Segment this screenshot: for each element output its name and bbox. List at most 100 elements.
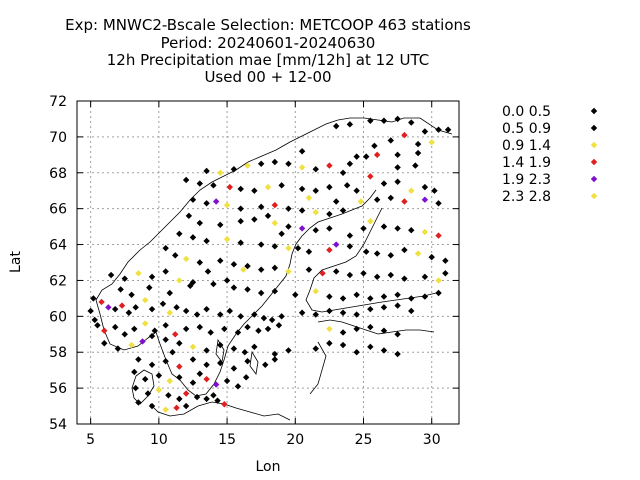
station-marker — [412, 162, 419, 169]
station-marker — [121, 331, 128, 338]
station-marker — [442, 257, 449, 264]
station-marker — [217, 257, 224, 264]
station-marker — [367, 323, 374, 331]
legend-marker — [590, 158, 598, 166]
station-marker — [203, 361, 210, 368]
station-marker — [257, 160, 265, 168]
station-marker — [444, 126, 452, 133]
station-marker — [326, 246, 333, 254]
station-marker — [148, 332, 156, 340]
station-marker — [387, 137, 394, 144]
station-marker — [285, 205, 292, 212]
station-marker — [251, 343, 258, 351]
station-marker — [326, 183, 333, 191]
station-marker — [260, 314, 268, 322]
station-marker — [394, 331, 401, 338]
station-marker — [142, 375, 149, 383]
station-marker — [333, 241, 340, 248]
station-marker — [230, 261, 238, 268]
x-tick-label: 30 — [423, 432, 441, 448]
station-marker — [166, 309, 173, 316]
station-marker — [101, 340, 108, 347]
station-marker — [166, 377, 173, 385]
y-tick-label: 64 — [49, 238, 67, 254]
station-marker — [251, 311, 258, 318]
station-marker — [217, 221, 224, 229]
station-marker — [203, 395, 210, 403]
y-tick-label: 62 — [49, 273, 67, 289]
station-marker — [262, 361, 269, 368]
station-marker — [207, 329, 214, 336]
station-marker — [271, 219, 279, 227]
station-marker — [373, 196, 381, 203]
legend-label: 0.0 0.5 — [502, 104, 551, 120]
station-marker — [363, 153, 370, 160]
station-marker — [312, 187, 319, 194]
station-marker — [182, 390, 190, 397]
station-marker — [165, 392, 172, 399]
station-marker — [240, 266, 247, 273]
station-marker — [353, 153, 360, 160]
station-marker — [442, 270, 449, 277]
station-marker — [142, 320, 149, 327]
station-marker — [237, 239, 244, 246]
station-marker — [148, 305, 156, 313]
station-marker — [264, 325, 272, 333]
station-marker — [230, 165, 238, 173]
station-marker — [346, 121, 354, 128]
station-marker — [166, 289, 173, 297]
station-marker — [162, 406, 169, 413]
station-marker — [428, 139, 435, 146]
station-marker — [421, 196, 429, 203]
station-marker — [125, 309, 133, 316]
station-marker — [305, 194, 313, 202]
station-marker — [353, 291, 360, 298]
station-marker — [360, 225, 367, 232]
station-marker — [214, 397, 221, 404]
station-marker — [312, 227, 319, 234]
station-marker — [193, 393, 201, 401]
station-marker — [421, 128, 429, 135]
station-marker — [292, 291, 299, 298]
station-marker — [346, 243, 354, 250]
station-marker — [367, 218, 374, 225]
station-marker — [435, 277, 442, 284]
station-marker — [271, 201, 279, 209]
station-marker — [173, 304, 180, 311]
station-marker — [305, 248, 313, 255]
station-marker — [346, 232, 354, 239]
station-marker — [380, 293, 388, 300]
station-marker — [421, 273, 429, 281]
station-marker — [394, 178, 401, 185]
station-marker — [371, 142, 378, 150]
station-marker — [285, 223, 292, 230]
station-marker — [380, 117, 388, 124]
station-marker — [339, 309, 347, 316]
station-marker — [380, 304, 388, 311]
station-marker — [285, 244, 292, 252]
station-marker — [339, 169, 347, 176]
station-marker — [394, 164, 401, 171]
station-marker — [367, 295, 374, 302]
station-marker — [135, 399, 142, 406]
station-marker — [172, 252, 179, 259]
station-marker — [326, 210, 333, 218]
station-marker — [185, 212, 193, 220]
station-marker — [298, 309, 306, 316]
station-marker — [91, 316, 98, 324]
station-marker — [353, 187, 360, 194]
station-marker — [305, 266, 313, 273]
station-marker — [380, 223, 388, 230]
station-marker — [87, 307, 94, 315]
station-marker — [257, 289, 265, 297]
station-marker — [132, 304, 139, 311]
station-marker — [182, 307, 190, 315]
station-marker — [131, 325, 138, 333]
station-marker — [394, 225, 401, 232]
plot-frame — [76, 100, 460, 425]
station-marker — [367, 117, 374, 124]
station-marker — [343, 182, 351, 189]
station-marker — [339, 341, 347, 349]
station-marker — [182, 176, 190, 184]
